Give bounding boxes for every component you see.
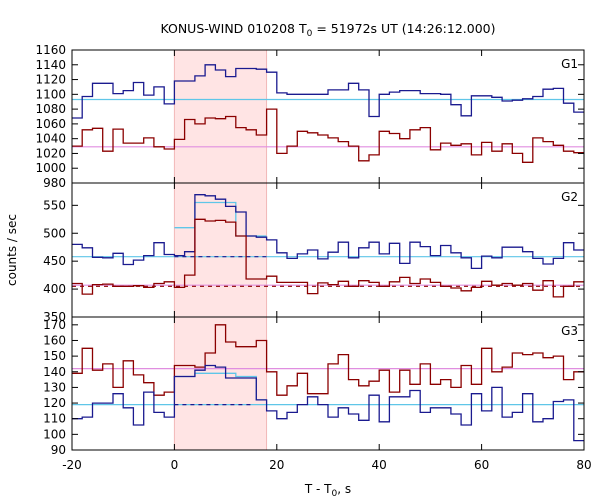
chart-title-main: KONUS-WIND 010208 T <box>160 21 306 36</box>
highlight-interval-g2 <box>174 183 267 317</box>
x-axis-label: T - T0, s <box>304 482 351 499</box>
y-tick-label-g3-2: 110 <box>43 412 66 426</box>
x-axis-label-subscript: 0 <box>332 489 338 499</box>
y-tick-label-g1-5: 1080 <box>35 102 66 116</box>
y-tick-label-g3-4: 130 <box>43 380 66 394</box>
x-tick-label-5: 80 <box>576 458 591 472</box>
series-g1-0 <box>72 64 584 119</box>
y-tick-label-g3-8: 170 <box>43 318 66 332</box>
panel-tag-g1: G1 <box>561 57 578 71</box>
y-tick-label-g1-6: 1100 <box>35 87 66 101</box>
x-axis-label-main: T - T <box>304 482 332 496</box>
y-tick-label-g1-1: 1000 <box>35 161 66 175</box>
y-tick-label-g3-0: 90 <box>51 443 66 457</box>
y-tick-label-g3-1: 100 <box>43 427 66 441</box>
y-tick-label-g1-8: 1140 <box>35 58 66 72</box>
series-g3-1 <box>72 364 584 442</box>
y-tick-label-g1-2: 1020 <box>35 146 66 160</box>
series-g1-1 <box>72 108 584 163</box>
highlight-interval-g3 <box>174 317 267 450</box>
series-g2-1 <box>72 218 584 298</box>
x-tick-label-2: 20 <box>269 458 284 472</box>
y-tick-label-g2-0: 350 <box>43 310 66 324</box>
highlight-interval-g1 <box>174 50 267 183</box>
x-tick-label-1: 0 <box>171 458 179 472</box>
y-tick-label-g1-7: 1120 <box>35 73 66 87</box>
chart-title: KONUS-WIND 010208 T0 = 51972s UT (14:26:… <box>160 21 495 39</box>
y-tick-label-g2-3: 500 <box>43 226 66 240</box>
x-tick-label-4: 60 <box>474 458 489 472</box>
y-tick-label-g2-1: 400 <box>43 282 66 296</box>
series-g2-0 <box>72 194 584 270</box>
y-tick-label-g1-9: 1160 <box>35 43 66 57</box>
y-tick-label-g3-3: 120 <box>43 396 66 410</box>
panel-g2: 350 400 450 500 550 G2 <box>43 182 585 324</box>
panel-frame-g1 <box>71 49 585 184</box>
chart-title-subscript: 0 <box>307 29 313 39</box>
chart-title-rest: = 51972s UT (14:26:12.000) <box>312 21 495 36</box>
x-axis-label-rest: , s <box>337 482 351 496</box>
y-tick-label-g1-0: 980 <box>43 176 66 190</box>
y-axis-label: counts / sec <box>5 214 19 286</box>
panel-tag-g3: G3 <box>561 324 578 338</box>
x-tick-label-0: -20 <box>62 458 82 472</box>
panel-frame-g3 <box>71 316 585 451</box>
panel-tag-g2: G2 <box>561 190 578 204</box>
panels-group: 980100010201040106010801100112011401160G… <box>35 43 591 472</box>
y-tick-label-g1-3: 1040 <box>35 132 66 146</box>
panel-frame-g2 <box>71 182 585 318</box>
y-tick-label-g2-2: 450 <box>43 254 66 268</box>
y-tick-label-g3-5: 140 <box>43 365 66 379</box>
y-tick-label-g3-6: 150 <box>43 349 66 363</box>
y-tick-label-g1-4: 1060 <box>35 117 66 131</box>
x-tick-label-3: 40 <box>372 458 387 472</box>
y-tick-label-g3-7: 160 <box>43 333 66 347</box>
y-tick-label-g2-4: 550 <box>43 198 66 212</box>
series-g3-0 <box>72 324 584 396</box>
